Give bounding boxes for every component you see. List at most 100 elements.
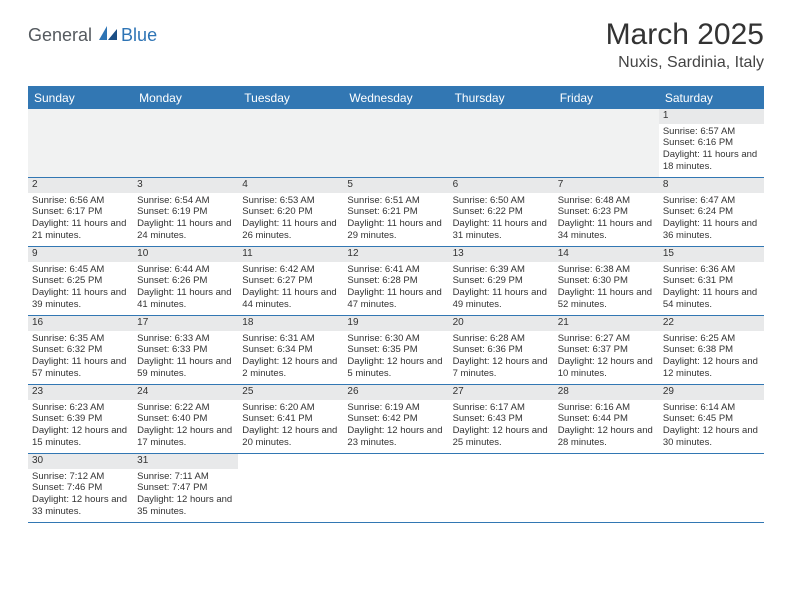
day-number: 4 (238, 178, 343, 193)
calendar-cell: 5 Sunrise: 6:51 AMSunset: 6:21 PMDaylight… (343, 178, 448, 246)
daylight-text: Daylight: 11 hours and 21 minutes. (32, 218, 129, 242)
sunrise-text: Sunrise: 6:47 AM (663, 195, 760, 207)
sunset-text: Sunset: 6:20 PM (242, 206, 339, 218)
daylight-text: Daylight: 11 hours and 26 minutes. (242, 218, 339, 242)
calendar-cell-blank (343, 454, 448, 522)
calendar-cell: 10Sunrise: 6:44 AMSunset: 6:26 PMDayligh… (133, 247, 238, 315)
week-row: 1Sunrise: 6:57 AMSunset: 6:16 PMDaylight… (28, 109, 764, 178)
calendar-cell: 14Sunrise: 6:38 AMSunset: 6:30 PMDayligh… (554, 247, 659, 315)
sunset-text: Sunset: 7:46 PM (32, 482, 129, 494)
week-row: 9Sunrise: 6:45 AMSunset: 6:25 PMDaylight… (28, 247, 764, 316)
daylight-text: Daylight: 11 hours and 59 minutes. (137, 356, 234, 380)
day-number: 16 (28, 316, 133, 331)
day-header-sunday: Sunday (28, 87, 133, 109)
daylight-text: Daylight: 11 hours and 47 minutes. (347, 287, 444, 311)
sunrise-text: Sunrise: 6:51 AM (347, 195, 444, 207)
calendar-cell-blank (238, 454, 343, 522)
daylight-text: Daylight: 12 hours and 23 minutes. (347, 425, 444, 449)
sunrise-text: Sunrise: 6:35 AM (32, 333, 129, 345)
week-row: 16 Sunrise: 6:35 AMSunset: 6:32 PM Dayligh… (28, 316, 764, 385)
sunset-text: Sunset: 6:23 PM (558, 206, 655, 218)
calendar-cell-blank (554, 454, 659, 522)
sunset-text: Sunset: 6:34 PM (242, 344, 339, 356)
day-number: 21 (554, 316, 659, 331)
sunrise-text: Sunrise: 6:39 AM (453, 264, 550, 276)
daylight-text: Daylight: 12 hours and 5 minutes. (347, 356, 444, 380)
sunset-text: Sunset: 6:35 PM (347, 344, 444, 356)
sunset-text: Sunset: 6:32 PM (32, 344, 129, 356)
sunset-text: Sunset: 6:16 PM (663, 137, 760, 149)
day-number: 3 (133, 178, 238, 193)
sunset-text: Sunset: 6:30 PM (558, 275, 655, 287)
day-number: 15 (659, 247, 764, 262)
sunrise-text: Sunrise: 6:48 AM (558, 195, 655, 207)
sunrise-text: Sunrise: 6:45 AM (32, 264, 129, 276)
sunset-text: Sunset: 6:36 PM (453, 344, 550, 356)
day-number: 5 (343, 178, 448, 193)
sunset-text: Sunset: 6:38 PM (663, 344, 760, 356)
month-title: March 2025 (606, 18, 764, 52)
calendar-cell-blank (659, 454, 764, 522)
calendar-cell: 30Sunrise: 7:12 AMSunset: 7:46 PMDayligh… (28, 454, 133, 522)
sunset-text: Sunset: 6:19 PM (137, 206, 234, 218)
daylight-text: Daylight: 11 hours and 54 minutes. (663, 287, 760, 311)
title-block: March 2025 Nuxis, Sardinia, Italy (606, 18, 764, 72)
sunrise-text: Sunrise: 6:56 AM (32, 195, 129, 207)
day-number: 20 (449, 316, 554, 331)
calendar-cell: 31Sunrise: 7:11 AMSunset: 7:47 PMDayligh… (133, 454, 238, 522)
page-header: General Blue March 2025 Nuxis, Sardinia,… (0, 0, 792, 80)
sunset-text: Sunset: 6:42 PM (347, 413, 444, 425)
calendar-cell-blank (343, 109, 448, 177)
sunrise-text: Sunrise: 6:16 AM (558, 402, 655, 414)
daylight-text: Daylight: 11 hours and 34 minutes. (558, 218, 655, 242)
calendar-cell: 29Sunrise: 6:14 AMSunset: 6:45 PMDayligh… (659, 385, 764, 453)
sunset-text: Sunset: 6:26 PM (137, 275, 234, 287)
calendar-cell-blank (449, 454, 554, 522)
sunset-text: Sunset: 6:25 PM (32, 275, 129, 287)
calendar-cell: 12Sunrise: 6:41 AMSunset: 6:28 PMDayligh… (343, 247, 448, 315)
sunrise-text: Sunrise: 6:28 AM (453, 333, 550, 345)
day-number: 29 (659, 385, 764, 400)
calendar-cell: 18Sunrise: 6:31 AMSunset: 6:34 PMDayligh… (238, 316, 343, 384)
sunrise-text: Sunrise: 7:12 AM (32, 471, 129, 483)
sunrise-text: Sunrise: 6:30 AM (347, 333, 444, 345)
day-number: 26 (343, 385, 448, 400)
day-number: 24 (133, 385, 238, 400)
weeks-container: 1Sunrise: 6:57 AMSunset: 6:16 PMDaylight… (28, 109, 764, 523)
location-subtitle: Nuxis, Sardinia, Italy (606, 54, 764, 72)
day-number: 2 (28, 178, 133, 193)
calendar-cell: 25Sunrise: 6:20 AMSunset: 6:41 PMDayligh… (238, 385, 343, 453)
sunset-text: Sunset: 6:40 PM (137, 413, 234, 425)
calendar-cell: 16Sunrise: 6:35 AMSunset: 6:32 PMDayligh… (28, 316, 133, 384)
calendar-cell-blank (28, 109, 133, 177)
day-number: 1 (659, 109, 764, 124)
calendar-cell-blank (449, 109, 554, 177)
daylight-text: Daylight: 12 hours and 2 minutes. (242, 356, 339, 380)
daylight-text: Daylight: 11 hours and 44 minutes. (242, 287, 339, 311)
daylight-text: Daylight: 12 hours and 33 minutes. (32, 494, 129, 518)
sunrise-text: Sunrise: 6:25 AM (663, 333, 760, 345)
week-row: 2Sunrise: 6:56 AMSunset: 6:17 PMDaylight… (28, 178, 764, 247)
sunset-text: Sunset: 6:17 PM (32, 206, 129, 218)
day-number: 14 (554, 247, 659, 262)
day-header-monday: Monday (133, 87, 238, 109)
sunrise-text: Sunrise: 6:44 AM (137, 264, 234, 276)
calendar-cell-blank (238, 109, 343, 177)
sunrise-text: Sunrise: 6:17 AM (453, 402, 550, 414)
day-header-saturday: Saturday (659, 87, 764, 109)
daylight-text: Daylight: 12 hours and 7 minutes. (453, 356, 550, 380)
logo-text-blue: Blue (121, 25, 157, 46)
daylight-text: Daylight: 11 hours and 31 minutes. (453, 218, 550, 242)
day-number: 8 (659, 178, 764, 193)
calendar-cell: 20 Sunrise: 6:28 AMSunset: 6:36 PMDayligh… (449, 316, 554, 384)
daylight-text: Daylight: 11 hours and 29 minutes. (347, 218, 444, 242)
day-number: 7 (554, 178, 659, 193)
sunset-text: Sunset: 6:21 PM (347, 206, 444, 218)
sunset-text: Sunset: 6:41 PM (242, 413, 339, 425)
sunset-text: Sunset: 6:27 PM (242, 275, 339, 287)
calendar-cell: 24Sunrise: 6:22 AMSunset: 6:40 PMDayligh… (133, 385, 238, 453)
sunrise-text: Sunrise: 6:22 AM (137, 402, 234, 414)
day-number: 17 (133, 316, 238, 331)
calendar-cell: 23Sunrise: 6:23 AMSunset: 6:39 PMDayligh… (28, 385, 133, 453)
sunrise-text: Sunrise: 6:36 AM (663, 264, 760, 276)
